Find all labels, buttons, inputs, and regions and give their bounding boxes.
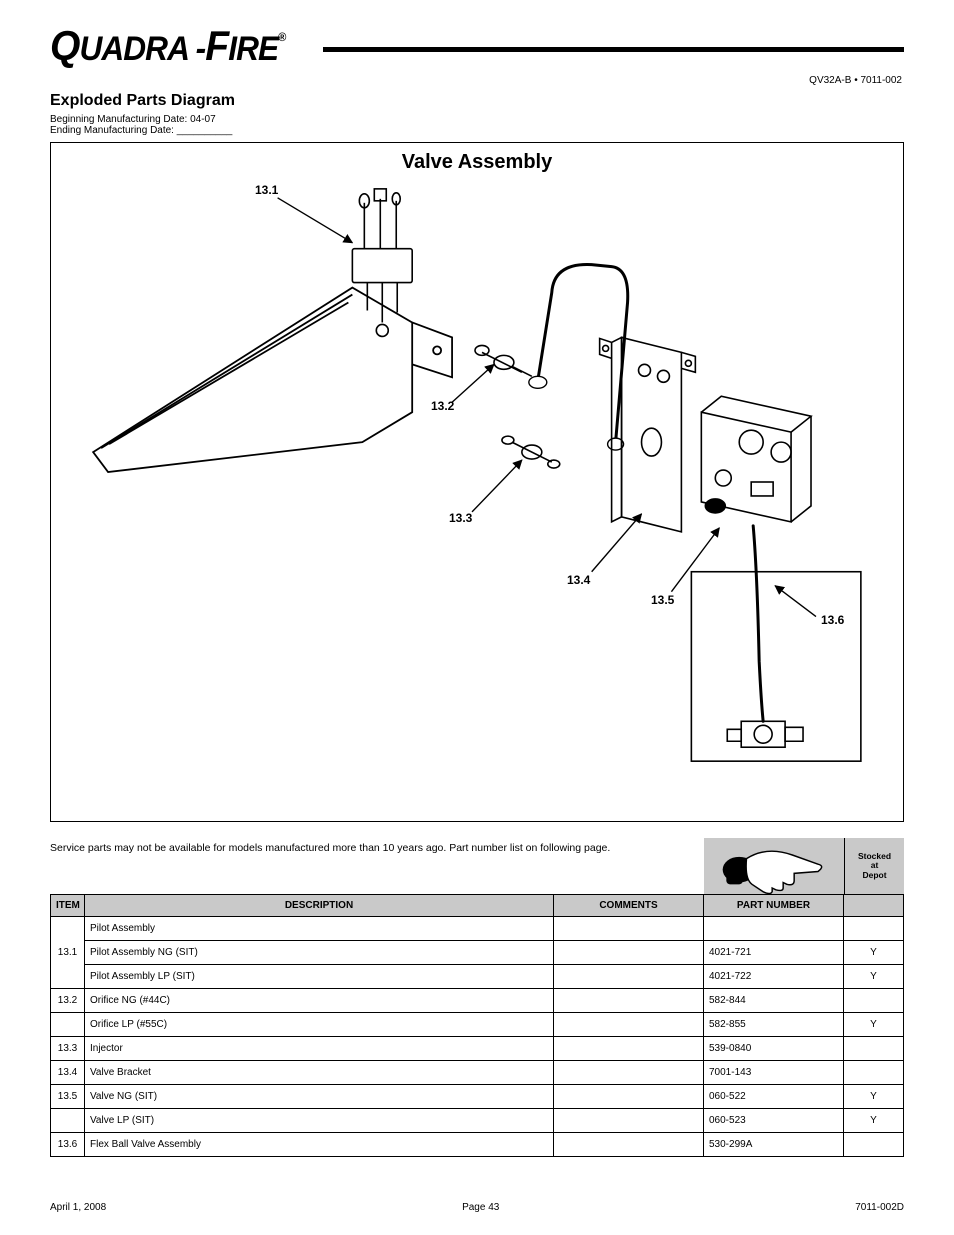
stocked-header: Stocked at Depot xyxy=(844,838,904,894)
cell-part: 060-522 xyxy=(704,1085,844,1109)
cell-desc: Flex Ball Valve Assembly xyxy=(85,1133,554,1157)
exploded-diagram: Valve Assembly xyxy=(50,142,904,822)
callout-13-2: 13.2 xyxy=(431,399,454,413)
callout-13-4: 13.4 xyxy=(567,573,590,587)
callout-13-1: 13.1 xyxy=(255,183,278,197)
parts-table: ITEM DESCRIPTION COMMENTS PART NUMBER 13… xyxy=(50,894,904,1157)
cell-desc: Pilot Assembly xyxy=(85,917,554,941)
cell-part: 060-523 xyxy=(704,1109,844,1133)
table-row: 13.5Valve NG (SIT) 060-522Y xyxy=(51,1085,904,1109)
cell-item xyxy=(51,1109,85,1133)
cell-part: 4021-722 xyxy=(704,965,844,989)
callout-13-6: 13.6 xyxy=(821,613,844,627)
cell-stock xyxy=(844,989,904,1013)
col-stock xyxy=(844,895,904,917)
cell-comments xyxy=(554,1133,704,1157)
header-rule xyxy=(323,47,904,52)
footer-date: April 1, 2008 xyxy=(50,1202,106,1213)
cell-comments xyxy=(554,1085,704,1109)
cell-desc: Valve NG (SIT) xyxy=(85,1085,554,1109)
table-row: Pilot Assembly NG (SIT) 4021-721Y xyxy=(51,941,904,965)
service-notice: Service parts may not be available for m… xyxy=(50,838,704,894)
col-desc: DESCRIPTION xyxy=(85,895,554,917)
cell-item: 13.2 xyxy=(51,989,85,1013)
cell-stock: Y xyxy=(844,1085,904,1109)
cell-desc: Valve Bracket xyxy=(85,1061,554,1085)
table-row: Valve LP (SIT) 060-523Y xyxy=(51,1109,904,1133)
footer-page: Page 43 xyxy=(462,1202,499,1213)
cell-comments xyxy=(554,1013,704,1037)
cell-stock xyxy=(844,917,904,941)
cell-comments xyxy=(554,941,704,965)
cell-comments xyxy=(554,1109,704,1133)
col-part: PART NUMBER xyxy=(704,895,844,917)
callout-13-3: 13.3 xyxy=(449,511,472,525)
end-date: Ending Manufacturing Date: __________ xyxy=(50,125,904,136)
page-title: Exploded Parts Diagram xyxy=(50,92,904,110)
table-row: Pilot Assembly LP (SIT) 4021-722Y xyxy=(51,965,904,989)
table-row: 13.6Flex Ball Valve Assembly 530-299A xyxy=(51,1133,904,1157)
table-row: 13.4Valve Bracket 7001-143 xyxy=(51,1061,904,1085)
cell-item xyxy=(51,1013,85,1037)
cell-desc: Pilot Assembly LP (SIT) xyxy=(85,965,554,989)
cell-stock xyxy=(844,1061,904,1085)
cell-item: 13.1 xyxy=(51,917,85,989)
cell-desc: Orifice LP (#55C) xyxy=(85,1013,554,1037)
cell-comments xyxy=(554,1037,704,1061)
cell-comments xyxy=(554,917,704,941)
table-row: 13.2Orifice NG (#44C) 582-844 xyxy=(51,989,904,1013)
table-row: 13.3Injector 539-0840 xyxy=(51,1037,904,1061)
cell-comments xyxy=(554,965,704,989)
cell-stock: Y xyxy=(844,1013,904,1037)
cell-item: 13.6 xyxy=(51,1133,85,1157)
cell-desc: Orifice NG (#44C) xyxy=(85,989,554,1013)
diagram-svg xyxy=(51,143,903,821)
table-row: 13.1Pilot Assembly xyxy=(51,917,904,941)
cell-stock xyxy=(844,1133,904,1157)
begin-date: Beginning Manufacturing Date: 04-07 xyxy=(50,114,904,125)
cell-part: 582-855 xyxy=(704,1013,844,1037)
cell-part xyxy=(704,917,844,941)
footer-doc: 7011-002D xyxy=(855,1202,904,1213)
cell-stock: Y xyxy=(844,965,904,989)
col-item: ITEM xyxy=(51,895,85,917)
cell-desc: Valve LP (SIT) xyxy=(85,1109,554,1133)
cell-stock: Y xyxy=(844,1109,904,1133)
cell-desc: Pilot Assembly NG (SIT) xyxy=(85,941,554,965)
brand-logo: QUADRA -FIRE® xyxy=(50,30,285,69)
cell-part: 530-299A xyxy=(704,1133,844,1157)
pointing-hand-icon xyxy=(704,838,844,894)
cell-item: 13.4 xyxy=(51,1061,85,1085)
cell-part: 539-0840 xyxy=(704,1037,844,1061)
cell-desc: Injector xyxy=(85,1037,554,1061)
model-line: QV32A-B • 7011-002 xyxy=(50,75,904,86)
cell-item: 13.3 xyxy=(51,1037,85,1061)
col-comments: COMMENTS xyxy=(554,895,704,917)
cell-comments xyxy=(554,1061,704,1085)
cell-part: 582-844 xyxy=(704,989,844,1013)
cell-stock xyxy=(844,1037,904,1061)
valve-assembly-heading: Valve Assembly xyxy=(51,151,903,174)
callout-13-5: 13.5 xyxy=(651,593,674,607)
cell-part: 7001-143 xyxy=(704,1061,844,1085)
cell-item: 13.5 xyxy=(51,1085,85,1109)
cell-comments xyxy=(554,989,704,1013)
cell-part: 4021-721 xyxy=(704,941,844,965)
cell-stock: Y xyxy=(844,941,904,965)
table-row: Orifice LP (#55C) 582-855Y xyxy=(51,1013,904,1037)
